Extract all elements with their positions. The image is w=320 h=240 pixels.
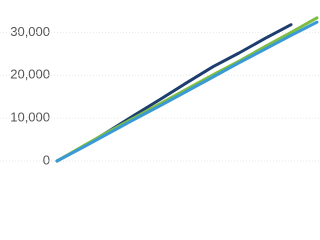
y-tick-label: 30,000: [10, 24, 50, 39]
y-tick-label: 20,000: [10, 67, 50, 82]
y-tick-label: 0: [43, 152, 50, 167]
chart: 0 10,000 20,000 30,000: [0, 16, 320, 167]
y-tick-label: 10,000: [10, 110, 50, 125]
line-series: [55, 20, 319, 163]
